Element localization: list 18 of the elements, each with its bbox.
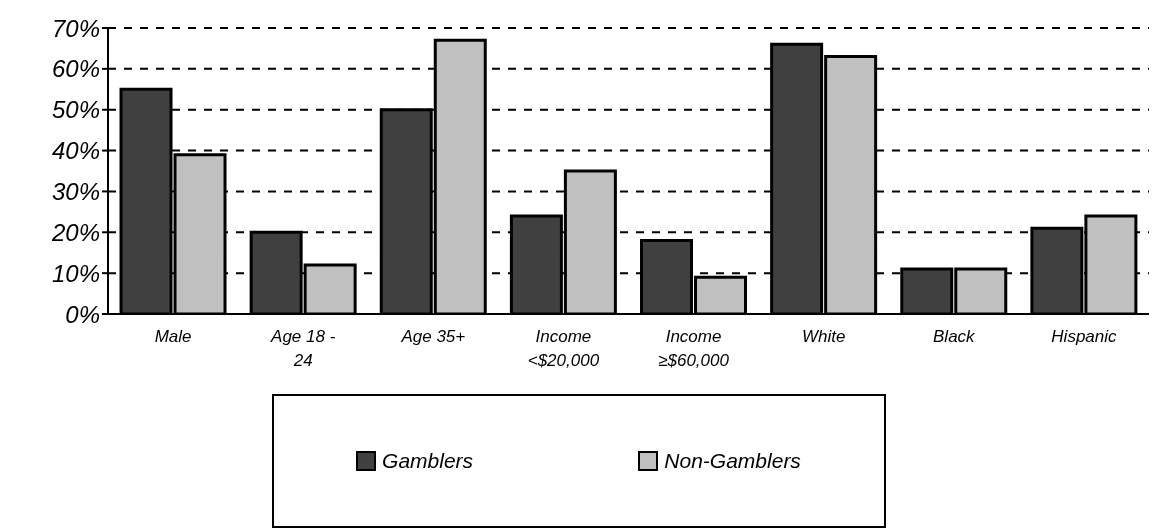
x-tick-label: Age 35+	[400, 327, 466, 346]
y-tick-label: 0%	[65, 300, 100, 328]
x-tick-label: White	[801, 327, 846, 346]
y-tick-label: 40%	[51, 137, 100, 165]
y-tick-label: 20%	[50, 218, 100, 246]
x-tick-label: Income <$20,000	[527, 327, 600, 370]
x-tick-label: Male	[154, 327, 192, 346]
y-tick-label: 60%	[51, 55, 100, 83]
x-tick-label: Hispanic	[1051, 327, 1118, 346]
y-tick-label: 10%	[51, 259, 100, 287]
y-tick-label: 30%	[51, 177, 100, 205]
y-tick-label: 50%	[51, 96, 100, 124]
x-tick-label: Age 18 - 24	[270, 327, 336, 370]
legend-label: Non-Gamblers	[663, 449, 801, 473]
y-tick-label: 70%	[51, 14, 100, 42]
x-tick-label: Black	[933, 327, 977, 346]
legend-label: Gamblers	[381, 449, 474, 473]
x-tick-label: Income ≥$60,000	[658, 327, 730, 370]
